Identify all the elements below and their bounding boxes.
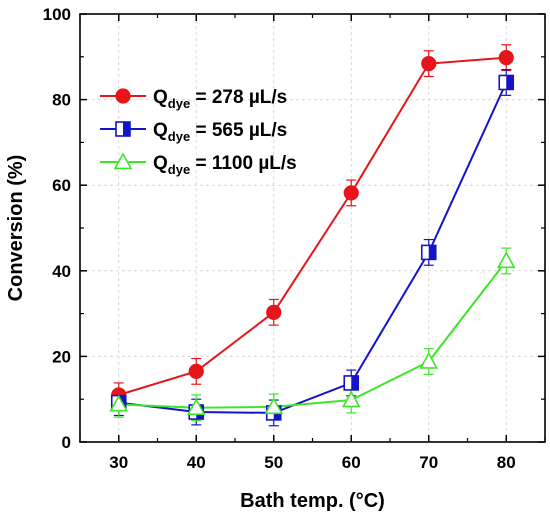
data-point-series-3 — [186, 398, 206, 415]
data-point-series-1 — [266, 304, 282, 320]
y-tick-label: 60 — [52, 176, 71, 195]
data-point-series-2-fill — [428, 245, 436, 260]
legend-marker — [113, 152, 133, 170]
x-tick-label: 50 — [264, 453, 283, 472]
grid-lines — [80, 13, 545, 443]
series-line-1 — [118, 56, 507, 396]
legend-label: Qdye = 565 µL/s — [153, 120, 287, 144]
legend-marker — [115, 88, 131, 104]
data-point-series-2-fill — [351, 375, 359, 390]
data-point-series-1 — [421, 56, 437, 72]
data-point-series-3 — [341, 390, 361, 408]
y-tick-label: 40 — [52, 262, 71, 281]
y-tick-label: 80 — [52, 91, 71, 110]
series-markers — [109, 50, 516, 421]
data-point-series-1 — [188, 363, 204, 379]
y-axis-label: Conversion (%) — [5, 155, 27, 302]
y-tick-label: 100 — [43, 5, 71, 24]
tick-labels: 30 40 50 60 70 80 0 20 40 60 80 100 — [43, 5, 516, 472]
data-point-series-2-fill — [506, 75, 514, 90]
data-point-series-3 — [419, 351, 439, 369]
x-tick-label: 30 — [109, 453, 128, 472]
x-tick-label: 60 — [342, 453, 361, 472]
legend-marker-fill — [123, 122, 130, 136]
x-tick-label: 80 — [497, 453, 516, 472]
y-tick-label: 0 — [62, 433, 71, 452]
legend-label: Qdye = 1100 µL/s — [153, 153, 297, 177]
axis-ticks — [79, 13, 546, 443]
x-tick-label: 40 — [187, 453, 206, 472]
plot-frame — [79, 13, 546, 443]
series-lines — [118, 56, 508, 414]
data-point-series-1 — [343, 185, 359, 201]
legend: Qdye = 278 µL/s Qdye = 565 µL/s Qdye = 110… — [100, 87, 297, 177]
series-line-3 — [118, 260, 508, 409]
data-point-series-3 — [496, 251, 516, 269]
legend-label: Qdye = 278 µL/s — [153, 87, 287, 111]
data-point-series-3 — [264, 397, 284, 415]
x-tick-label: 70 — [419, 453, 438, 472]
x-axis-label: Bath temp. (°C) — [240, 490, 385, 512]
data-point-series-3 — [109, 394, 129, 412]
y-tick-label: 20 — [52, 347, 71, 366]
series-line-2 — [118, 82, 508, 414]
data-point-series-1 — [498, 50, 514, 66]
